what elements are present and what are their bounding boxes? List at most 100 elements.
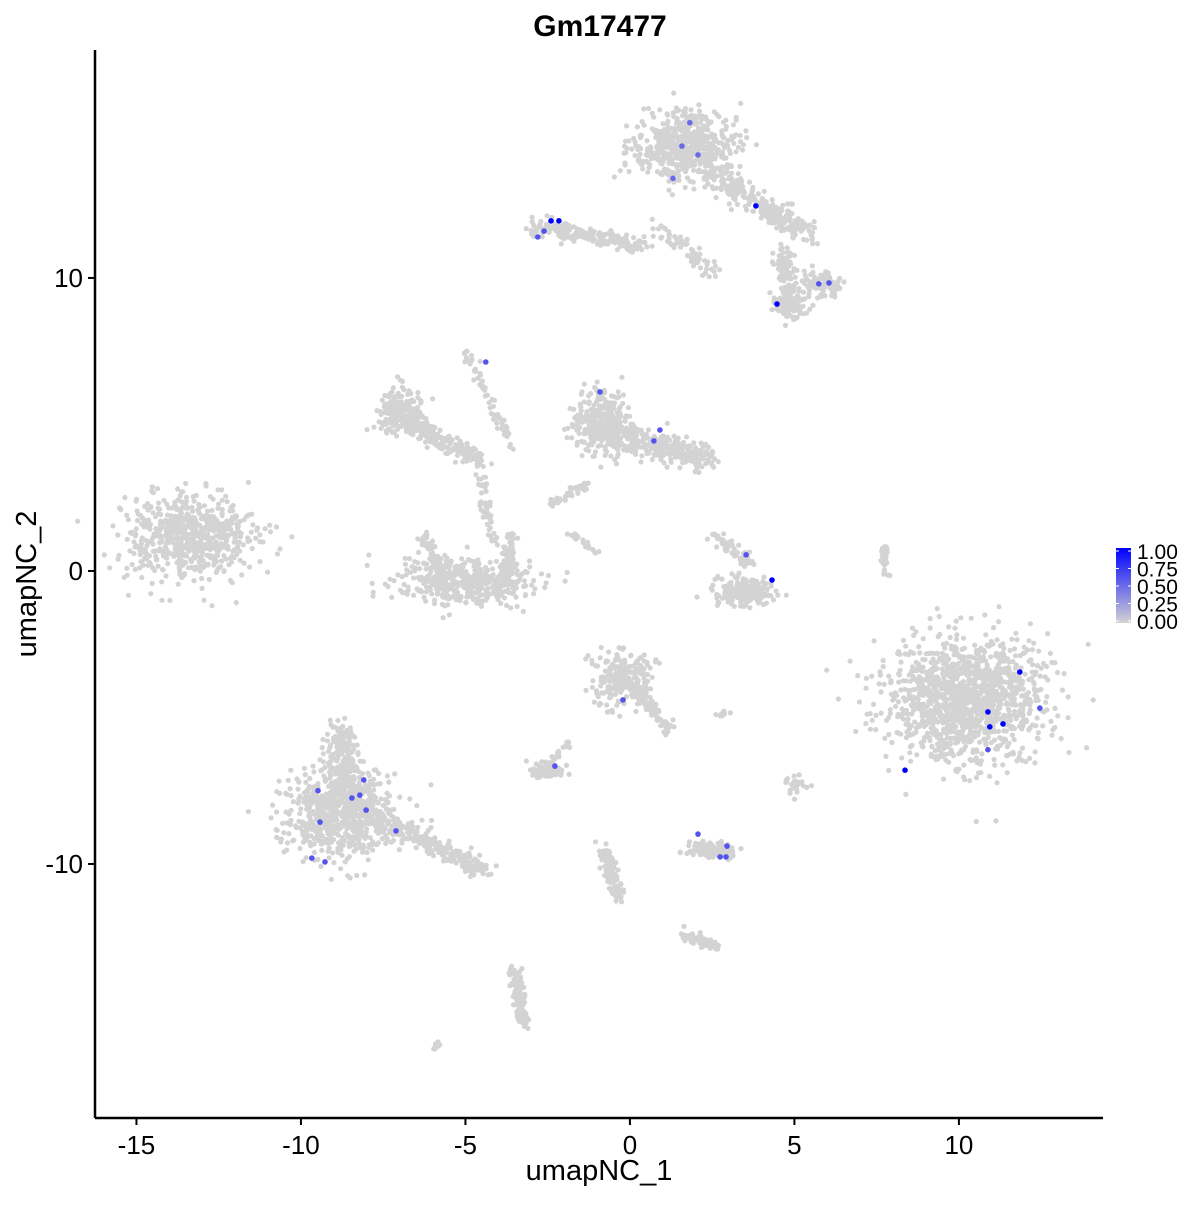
cell-point [431, 601, 438, 607]
cell-point [995, 619, 1002, 625]
cell-point [127, 548, 133, 554]
cell-point [223, 535, 230, 541]
cell-point [940, 776, 947, 782]
cell-point [533, 228, 540, 234]
cell-point [524, 569, 530, 576]
cell-point [1019, 745, 1026, 751]
cell-point [538, 571, 545, 577]
cell-point [253, 535, 259, 541]
cell-point [752, 593, 759, 599]
cell-point [158, 537, 164, 543]
cell-point [699, 131, 705, 137]
cell-point [664, 420, 671, 426]
cell-point [615, 389, 621, 395]
cell-point [522, 593, 528, 599]
cell-point [483, 564, 489, 571]
cell-point [118, 506, 124, 513]
cell-point [509, 530, 515, 537]
cell-point [691, 167, 697, 173]
cell-point [430, 551, 436, 557]
cell-point [742, 593, 749, 599]
cell-point [750, 184, 756, 190]
cell-point [203, 480, 209, 487]
cell-point [712, 531, 718, 537]
cell-point [189, 564, 195, 571]
cell-point [75, 518, 81, 524]
cell-point [391, 578, 397, 584]
cell-point [1019, 693, 1025, 699]
cell-point [409, 412, 415, 418]
cell-point [415, 421, 421, 427]
cell-point [388, 416, 394, 423]
cell-point [147, 562, 154, 568]
cell-point [159, 520, 165, 526]
cell-point [142, 503, 148, 509]
cell-point [784, 313, 790, 320]
cell-point [210, 543, 217, 549]
cell-point [453, 587, 459, 594]
cell-point [683, 160, 689, 166]
cell-point [627, 413, 633, 419]
cell-point [578, 391, 584, 397]
cell-point [776, 266, 782, 272]
cell-point [156, 500, 162, 506]
cell-point [624, 145, 630, 151]
cell-point [871, 638, 877, 644]
cell-point [389, 389, 395, 395]
cell-point [631, 424, 638, 430]
cell-point [427, 565, 433, 572]
cell-point [443, 582, 449, 588]
cell-point [163, 528, 169, 534]
cell-point [740, 142, 747, 148]
cell-point [1012, 653, 1019, 659]
cell-point [675, 435, 681, 441]
cell-point [156, 548, 163, 554]
cell-point [228, 559, 234, 565]
cell-point [454, 581, 460, 587]
cell-point [770, 250, 776, 256]
cell-point [564, 531, 571, 537]
cell-point [424, 434, 430, 440]
cell-point [200, 558, 206, 564]
cell-point [605, 241, 611, 247]
cell-point [176, 522, 182, 528]
cell-point [480, 463, 486, 469]
cell-point [164, 501, 170, 507]
cell-point [175, 486, 181, 492]
cell-point [803, 224, 810, 230]
cell-point [773, 588, 779, 594]
cell-point [478, 476, 484, 482]
cell-point [195, 531, 201, 538]
cell-point [446, 596, 452, 602]
cell-point [257, 559, 263, 565]
cell-point [1090, 697, 1096, 703]
cell-point [760, 584, 766, 590]
cell-point [632, 443, 638, 449]
cell-point [658, 235, 664, 241]
cell-point [781, 260, 787, 267]
cell-point [429, 591, 435, 597]
cell-point [160, 567, 166, 573]
cell-point [583, 447, 589, 453]
cell-point [763, 200, 769, 206]
cell-point [968, 757, 974, 764]
cell-point [994, 746, 1001, 752]
cell-point [867, 711, 873, 717]
cell-point [607, 418, 613, 424]
cell-point [546, 223, 552, 229]
cell-point [429, 538, 436, 544]
cell-point [434, 591, 441, 597]
cell-point [674, 450, 680, 456]
cell-point [500, 579, 506, 585]
cell-point [189, 504, 195, 510]
cell-point [397, 377, 403, 383]
cell-point [454, 563, 460, 569]
cell-point [738, 100, 744, 106]
cell-point [403, 572, 409, 578]
cell-point [447, 562, 453, 569]
cell-point [415, 549, 422, 556]
cell-point [262, 526, 268, 532]
cell-point [483, 503, 489, 509]
cell-point [617, 168, 623, 174]
